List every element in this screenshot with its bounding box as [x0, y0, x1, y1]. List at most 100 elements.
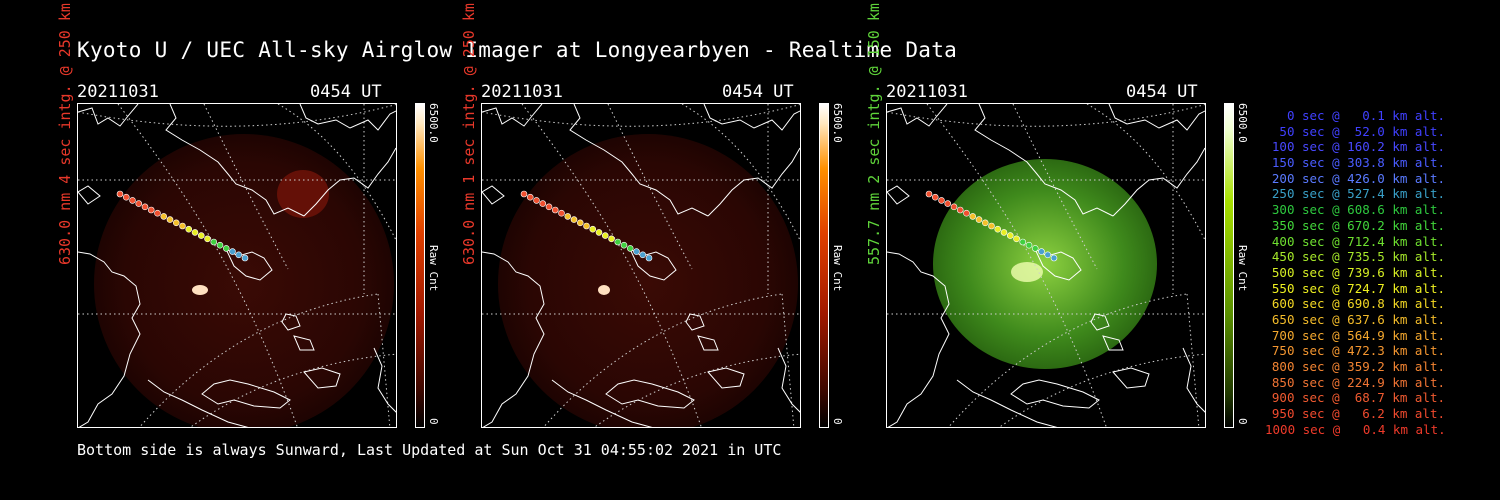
trajectory-point — [1025, 241, 1033, 249]
coastline — [482, 104, 543, 127]
coastline — [703, 104, 800, 131]
panel-3-image — [886, 103, 1206, 428]
panel-1-image — [77, 103, 397, 428]
coastline — [707, 147, 800, 217]
coastline — [281, 313, 301, 331]
grid-line — [781, 293, 795, 427]
all-sky-map — [887, 104, 1205, 427]
grid-line — [277, 104, 396, 242]
panel-2-ylabel: 630.0 nm 1 sec intg. @ 250 km — [460, 3, 478, 265]
coastline — [224, 247, 273, 281]
emission-patch — [277, 170, 329, 218]
trajectory-point — [975, 216, 983, 223]
legend-row: 50 sec @ 52.0 km alt. — [1279, 123, 1445, 139]
legend-row: 0 sec @ 0.1 km alt. — [1286, 108, 1445, 123]
trajectory-point — [614, 238, 622, 246]
panel-1-colorbar-max: 6500.0 — [427, 103, 440, 143]
trajectory-point — [129, 197, 136, 204]
grid-line — [607, 104, 693, 270]
panel-1-colorbar — [415, 103, 425, 428]
legend-row: 300 sec @ 608.6 km alt. — [1271, 202, 1445, 218]
legend-row: 950 sec @ 6.2 km alt. — [1271, 406, 1445, 422]
trajectory-point — [988, 222, 995, 230]
panel-2-image — [481, 103, 801, 428]
trajectory-point — [558, 209, 565, 217]
panel-3-date: 20211031 — [886, 82, 968, 102]
panel-3-colorbar-min: 0 — [1236, 418, 1249, 425]
trajectory-point — [1000, 229, 1008, 236]
trajectory-point — [551, 206, 559, 214]
trajectory-point — [576, 219, 584, 227]
trajectory-point — [141, 203, 149, 211]
trajectory-point — [1006, 232, 1014, 239]
airglow-field — [94, 134, 394, 427]
coastline — [303, 147, 396, 217]
coastline — [956, 379, 1058, 427]
legend-row: 650 sec @ 637.6 km alt. — [1271, 311, 1445, 327]
coastline — [482, 185, 505, 205]
trajectory-point — [179, 222, 186, 230]
legend-row: 750 sec @ 472.3 km alt. — [1271, 343, 1445, 359]
trajectory-point — [235, 251, 243, 259]
legend-row: 200 sec @ 426.0 km alt. — [1271, 170, 1445, 186]
panel-3-ylabel: 557.7 nm 2 sec intg. @ 150 km — [865, 3, 883, 265]
trajectory-point — [645, 254, 653, 262]
grid-line — [681, 104, 800, 242]
trajectory-point — [564, 213, 572, 220]
trajectory-point — [210, 238, 218, 246]
coastline — [1112, 367, 1150, 389]
trajectory-point — [601, 232, 609, 239]
trajectory-point — [229, 248, 236, 255]
trajectory-point — [1019, 238, 1027, 246]
coastline — [482, 251, 545, 427]
trajectory-point — [222, 245, 230, 252]
trajectory-point — [154, 209, 161, 217]
trajectory-point — [1013, 235, 1020, 243]
coastline — [201, 379, 291, 409]
grid-line — [1186, 293, 1200, 427]
legend-row: 600 sec @ 690.8 km alt. — [1271, 296, 1445, 312]
coastline — [628, 247, 677, 281]
trajectory-point — [938, 197, 945, 204]
legend-row: 250 sec @ 527.4 km alt. — [1271, 186, 1445, 202]
grid-line — [926, 104, 1107, 427]
legend-row: 350 sec @ 670.2 km alt. — [1271, 217, 1445, 233]
trajectory-point — [595, 229, 603, 236]
coastline — [1182, 347, 1205, 413]
trajectory-point — [963, 209, 970, 217]
trajectory-point — [526, 193, 534, 201]
panel-3-colorbar-unit: Raw Cnt — [1236, 245, 1249, 292]
trajectory-point — [172, 219, 180, 227]
trajectory-point — [944, 200, 952, 207]
trajectory-point — [122, 193, 130, 201]
panel-1-time: 0454 UT — [310, 82, 382, 102]
coastline — [78, 104, 139, 127]
panel-2-colorbar-unit: Raw Cnt — [831, 245, 844, 292]
trajectory-point — [191, 229, 199, 236]
trajectory-point — [204, 235, 211, 243]
coastline — [685, 313, 705, 331]
trajectory-point — [520, 190, 528, 198]
grid-line — [482, 104, 800, 127]
panel-3-colorbar — [1224, 103, 1234, 428]
grid-line — [117, 104, 298, 427]
panel-2-date: 20211031 — [481, 82, 563, 102]
coastline — [78, 185, 101, 205]
coastline — [887, 185, 910, 205]
trajectory-point — [956, 206, 964, 214]
panel-1-colorbar-unit: Raw Cnt — [427, 245, 440, 292]
trajectory-point — [981, 219, 989, 227]
panel-1-ylabel: 630.0 nm 4 sec intg. @ 250 km — [56, 3, 74, 265]
page-title: Kyoto U / UEC All-sky Airglow Imager at … — [77, 38, 958, 62]
trajectory-point — [216, 241, 224, 249]
coastline — [147, 379, 249, 427]
coastline — [605, 379, 695, 409]
trajectory-point — [197, 232, 205, 239]
grid-line — [377, 293, 391, 427]
panel-2-colorbar-min: 0 — [831, 418, 844, 425]
legend-row: 900 sec @ 68.7 km alt. — [1271, 390, 1445, 406]
trajectory-point — [931, 193, 939, 201]
coastline — [887, 251, 950, 427]
airglow-field — [498, 134, 798, 427]
trajectory-point — [539, 200, 547, 207]
